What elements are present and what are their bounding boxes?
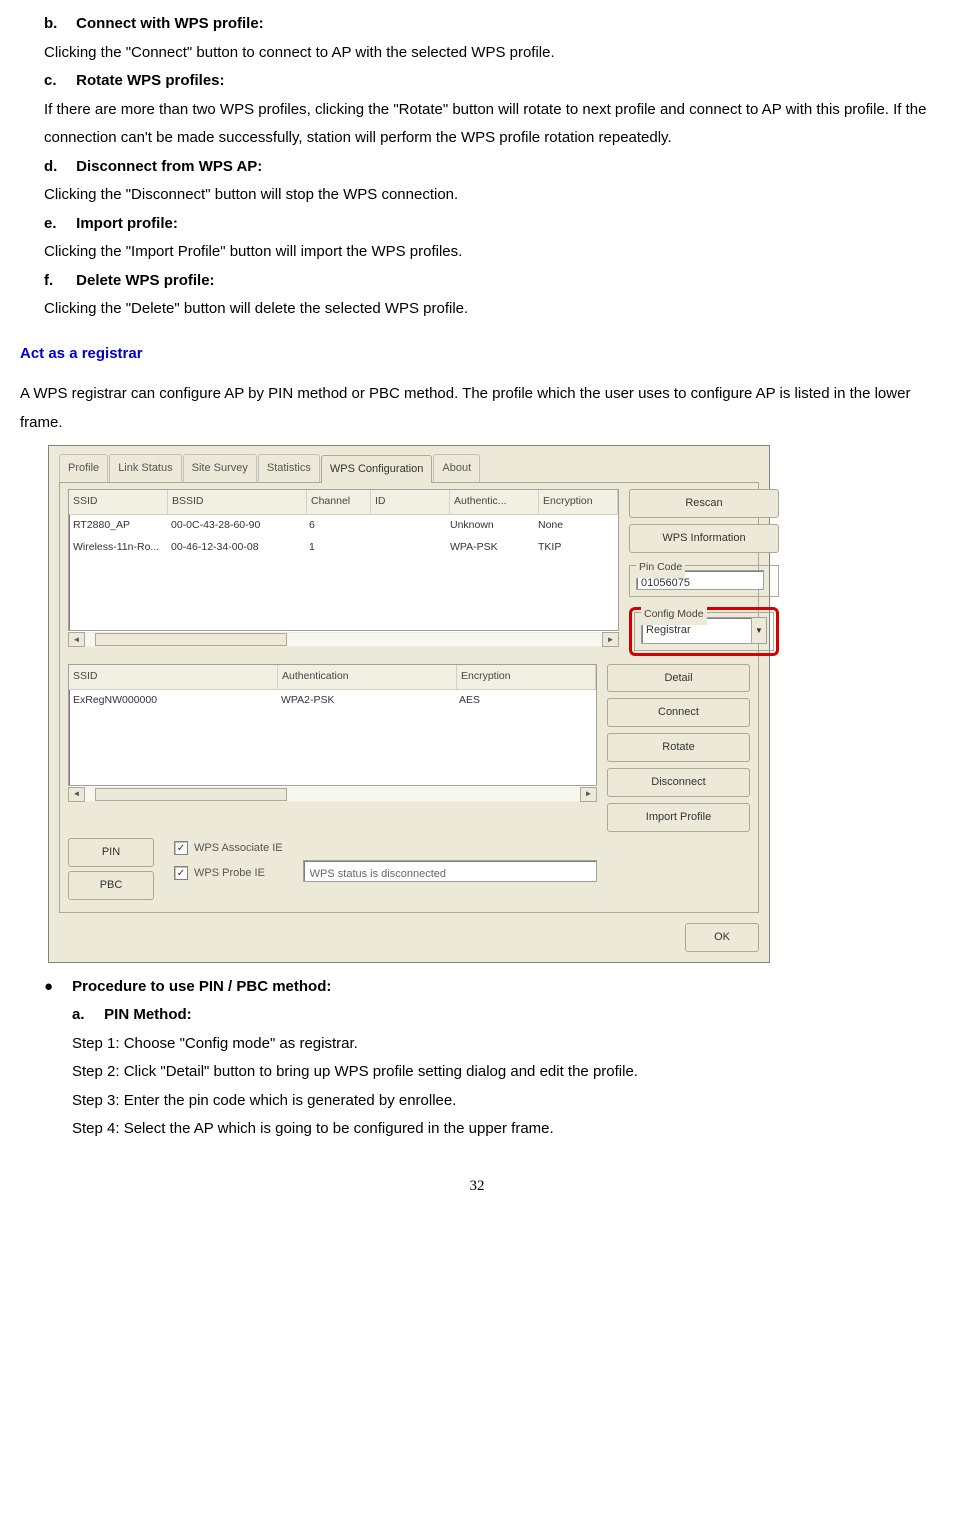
sec-e-body: Clicking the "Import Profile" button wil… [44, 238, 934, 267]
detail-button[interactable]: Detail [607, 664, 750, 693]
page-number: 32 [20, 1172, 934, 1201]
tab-wps-configuration[interactable]: WPS Configuration [321, 455, 433, 483]
lower-scrollbar[interactable]: ◄ ► [68, 786, 597, 802]
sec-b-title: Connect with WPS profile: [76, 15, 264, 32]
disconnect-button[interactable]: Disconnect [607, 768, 750, 797]
sec-d-title: Disconnect from WPS AP: [76, 158, 262, 175]
ok-button[interactable]: OK [685, 923, 759, 952]
registrar-intro: A WPS registrar can configure AP by PIN … [20, 380, 934, 437]
rescan-button[interactable]: Rescan [629, 489, 779, 518]
wps-status-field: WPS status is disconnected [303, 860, 597, 882]
config-mode-label: Config Mode [641, 605, 707, 625]
sec-c-label: c. [44, 67, 72, 96]
tab-bar: Profile Link Status Site Survey Statisti… [59, 454, 759, 483]
sec-c-body: If there are more than two WPS profiles,… [44, 96, 934, 153]
tab-site-survey[interactable]: Site Survey [183, 454, 257, 482]
proc-a-title: PIN Method: [104, 1006, 192, 1023]
ap-row[interactable]: Wireless-11n-Ro... 00-46-12-34-00-08 1 W… [69, 537, 618, 559]
step-3: Step 3: Enter the pin code which is gene… [72, 1087, 934, 1116]
sec-f-body: Clicking the "Delete" button will delete… [44, 295, 934, 324]
col-auth[interactable]: Authentic... [450, 490, 539, 514]
sec-d-body: Clicking the "Disconnect" button will st… [44, 181, 934, 210]
pin-code-group: Pin Code 01056075 [629, 565, 779, 597]
wps-probe-ie-checkbox[interactable]: ✓ WPS Probe IE [174, 863, 283, 884]
col2-ssid[interactable]: SSID [69, 665, 278, 689]
rotate-button[interactable]: Rotate [607, 733, 750, 762]
scroll-left-icon[interactable]: ◄ [68, 632, 85, 647]
tab-about[interactable]: About [433, 454, 480, 482]
col-id[interactable]: ID [371, 490, 450, 514]
pin-code-label: Pin Code [636, 558, 685, 578]
col-channel[interactable]: Channel [307, 490, 371, 514]
config-mode-highlight: Config Mode Registrar ▼ [629, 607, 779, 656]
scroll-left-icon[interactable]: ◄ [68, 787, 85, 802]
config-mode-group: Config Mode Registrar ▼ [634, 612, 774, 651]
tab-profile[interactable]: Profile [59, 454, 108, 482]
checkbox-icon: ✓ [174, 866, 188, 880]
upper-ap-list[interactable]: SSID BSSID Channel ID Authentic... Encry… [68, 489, 619, 631]
col2-auth[interactable]: Authentication [278, 665, 457, 689]
scroll-right-icon[interactable]: ► [602, 632, 619, 647]
tab-link-status[interactable]: Link Status [109, 454, 181, 482]
pbc-button[interactable]: PBC [68, 871, 154, 900]
sec-e-title: Import profile: [76, 215, 178, 232]
col2-enc[interactable]: Encryption [457, 665, 596, 689]
sec-f-label: f. [44, 267, 72, 296]
chevron-down-icon[interactable]: ▼ [751, 618, 766, 643]
col-bssid[interactable]: BSSID [168, 490, 307, 514]
col-ssid[interactable]: SSID [69, 490, 168, 514]
scroll-right-icon[interactable]: ► [580, 787, 597, 802]
scroll-thumb[interactable] [95, 633, 287, 646]
sec-d-label: d. [44, 153, 72, 182]
proc-a-label: a. [72, 1001, 100, 1030]
wps-information-button[interactable]: WPS Information [629, 524, 779, 553]
ap-row[interactable]: RT2880_AP 00-0C-43-28-60-90 6 Unknown No… [69, 515, 618, 537]
registrar-heading: Act as a registrar [20, 340, 934, 369]
procedure-heading: Procedure to use PIN / PBC method: [72, 978, 331, 995]
lower-profile-list[interactable]: SSID Authentication Encryption ExRegNW00… [68, 664, 597, 786]
step-2: Step 2: Click "Detail" button to bring u… [72, 1058, 934, 1087]
checkbox-icon: ✓ [174, 841, 188, 855]
step-4: Step 4: Select the AP which is going to … [72, 1115, 934, 1144]
sec-e-label: e. [44, 210, 72, 239]
tab-statistics[interactable]: Statistics [258, 454, 320, 482]
bullet-icon: ● [44, 973, 68, 1002]
wps-config-window: Profile Link Status Site Survey Statisti… [48, 445, 770, 963]
connect-button[interactable]: Connect [607, 698, 750, 727]
pin-button[interactable]: PIN [68, 838, 154, 867]
sec-b-body: Clicking the "Connect" button to connect… [44, 39, 934, 68]
wps-associate-ie-checkbox[interactable]: ✓ WPS Associate IE [174, 838, 283, 859]
upper-scrollbar[interactable]: ◄ ► [68, 631, 619, 647]
step-1: Step 1: Choose "Config mode" as registra… [72, 1030, 934, 1059]
import-profile-button[interactable]: Import Profile [607, 803, 750, 832]
sec-f-title: Delete WPS profile: [76, 272, 214, 289]
sec-b-label: b. [44, 10, 72, 39]
col-enc[interactable]: Encryption [539, 490, 618, 514]
scroll-thumb[interactable] [95, 788, 287, 801]
sec-c-title: Rotate WPS profiles: [76, 72, 224, 89]
profile-row[interactable]: ExRegNW000000 WPA2-PSK AES [69, 690, 596, 712]
